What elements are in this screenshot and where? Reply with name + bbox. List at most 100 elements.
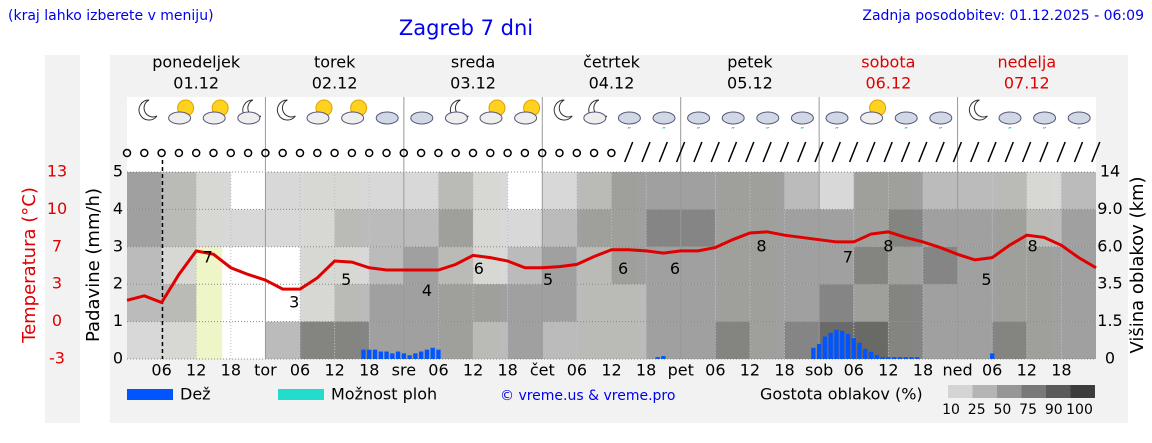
- temp-tick-label: 7: [52, 236, 62, 255]
- wind-calm: [140, 148, 149, 158]
- cloud-cell: [507, 321, 543, 359]
- day-name: četrtek: [583, 53, 641, 72]
- cloud-cell: [646, 172, 681, 210]
- cloud-cell: [300, 321, 335, 359]
- weather-icon: ″: [652, 111, 676, 137]
- cloud: [687, 111, 711, 125]
- cloud-cell: [542, 321, 577, 359]
- precip-tick-label: 0: [113, 349, 123, 368]
- wind-barb: [866, 141, 876, 163]
- wind-barb: [658, 141, 668, 163]
- updated: Zadnja posodobitev: 01.12.2025 - 06:09: [862, 8, 1144, 24]
- x-tick-label: 18: [221, 361, 241, 380]
- cloud-cell: [749, 209, 785, 247]
- weather-icon: [202, 99, 229, 125]
- precip-bar: [384, 351, 389, 359]
- wind-calm: [364, 148, 374, 158]
- precip-bar: [857, 342, 862, 359]
- cloud-legend-title: Gostota oblakov (%): [760, 385, 923, 404]
- weather-icon: [138, 99, 158, 121]
- wind-barb: [900, 141, 911, 163]
- precip-bar: [395, 351, 401, 359]
- cloud-cell: [922, 321, 958, 359]
- x-tick-label: sob: [805, 361, 833, 380]
- precip-bar: [886, 357, 891, 359]
- rain-drops: ″: [627, 126, 631, 137]
- cloud-height-tick-label: 6.0: [1097, 236, 1122, 255]
- cloud-cell: [1061, 321, 1096, 359]
- weather-icon: [237, 99, 262, 125]
- cloud-cell: [1026, 172, 1062, 210]
- temp-label: 4: [422, 281, 432, 300]
- cloud-cell: [473, 284, 508, 322]
- cloud-cell: [334, 209, 370, 247]
- day-date: 02.12: [312, 74, 358, 93]
- rain-drops: ″: [766, 126, 770, 137]
- day-date: 01.12: [173, 74, 219, 93]
- precip-bar: [413, 353, 418, 359]
- weather-icon: ″: [825, 111, 849, 137]
- precip-bar: [834, 329, 839, 359]
- x-tick-label: 12: [324, 361, 344, 380]
- moon: [276, 99, 296, 121]
- cloud-cell: [334, 172, 370, 210]
- wind-calm: [589, 148, 599, 158]
- cloud-cell: [334, 284, 370, 322]
- cloud-cell: [403, 209, 439, 247]
- cloud: [1033, 111, 1057, 125]
- cloud: [583, 111, 607, 125]
- cloud-cell: [784, 172, 820, 210]
- cloud-cell: [992, 284, 1027, 322]
- cloud-cell: [611, 284, 647, 322]
- cloud-cell: [576, 321, 612, 359]
- temp-tick-label: 3: [52, 274, 62, 293]
- day-name: petek: [727, 53, 773, 72]
- temp-label: 8: [1027, 236, 1037, 255]
- cloud-cell: [957, 172, 993, 210]
- day-date: 05.12: [727, 74, 773, 93]
- precip-bar: [367, 349, 372, 359]
- cloud-cell: [265, 321, 301, 359]
- cloud-cell: [473, 321, 508, 359]
- cloud-cell: [715, 246, 750, 285]
- cloud-cell: [300, 284, 335, 322]
- precip-bar: [990, 353, 995, 359]
- weather-icon: [341, 99, 368, 125]
- temp-tick-label: 13: [47, 162, 67, 181]
- cloud-cell: [715, 284, 750, 322]
- precip-bar: [897, 357, 903, 359]
- cloud-cell: [646, 209, 681, 247]
- wind-calm: [226, 148, 236, 158]
- cloud-scale-box: [1070, 385, 1095, 398]
- cloud-scale-label: 25: [968, 402, 986, 418]
- cloud-cell: [127, 172, 162, 210]
- cloud-cell: [853, 172, 889, 210]
- cloud-cell: [196, 172, 231, 210]
- precip-bar: [868, 351, 874, 359]
- x-tick-label: 12: [463, 361, 483, 380]
- cloud-cell: [819, 172, 854, 210]
- cloud-cell: [369, 284, 404, 322]
- wind-calm: [399, 148, 409, 158]
- precip-bar: [390, 353, 395, 359]
- legend-swatch: [127, 389, 173, 400]
- cloud: [790, 111, 814, 125]
- cloud-height-tick-label: 0: [1105, 349, 1115, 368]
- cloud-cell: [369, 172, 404, 210]
- precip-bar: [378, 351, 383, 359]
- precip-bar: [407, 355, 412, 359]
- x-tick-label: 18: [1051, 361, 1071, 380]
- cloud-cell: [265, 172, 301, 210]
- cloud-cell: [1026, 321, 1062, 359]
- cloud-cell: [542, 172, 577, 210]
- cloud-cell: [957, 284, 993, 322]
- cloud-scale-label: 100: [1066, 402, 1093, 418]
- weather-icon: ″: [790, 111, 814, 137]
- rain-drops: ″: [1008, 126, 1012, 137]
- cloud-cell: [403, 284, 439, 322]
- moon: [968, 99, 988, 121]
- cloud-cell: [888, 321, 923, 359]
- cloud-cell: [507, 209, 543, 247]
- precip-bar: [661, 356, 666, 359]
